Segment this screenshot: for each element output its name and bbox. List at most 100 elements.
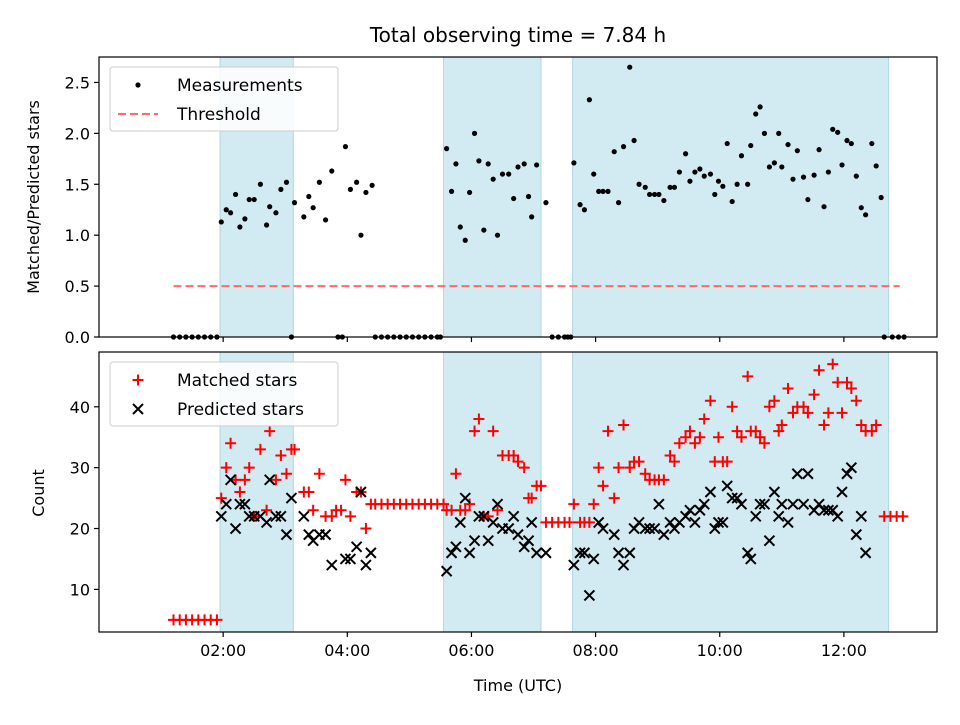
predicted-stars-point: [339, 553, 352, 565]
measurement-point: [697, 166, 703, 172]
matched-stars-point: [684, 425, 696, 437]
predicted-stars-point: [735, 498, 748, 510]
predicted-stars-point: [454, 516, 466, 529]
predicted-stars-point: [763, 534, 776, 547]
predicted-stars-point: [280, 528, 293, 541]
predicted-stars-point: [754, 498, 766, 510]
predicted-stars-point: [741, 547, 754, 559]
matched-stars-point: [535, 480, 547, 492]
measurement-point: [223, 207, 229, 213]
measurement-point: [543, 200, 549, 206]
matched-stars-point: [818, 419, 830, 431]
measurement-point: [264, 222, 270, 228]
matched-stars-point: [639, 468, 651, 480]
measurement-point: [853, 173, 859, 179]
matched-stars-point: [564, 516, 576, 528]
measurement-point: [651, 191, 658, 198]
predicted-stars-point: [624, 547, 636, 559]
measurement-point: [748, 142, 754, 149]
predicted-stars-point: [491, 498, 504, 510]
predicted-stars-point: [782, 516, 794, 529]
matched-stars-point: [307, 504, 319, 516]
measurement-point: [278, 186, 284, 192]
predicted-stars-point: [473, 510, 485, 523]
measurement-point: [596, 188, 602, 194]
measurement-point: [571, 160, 577, 166]
predicted-stars-point: [459, 492, 471, 504]
y-tick-label: 0.0: [65, 328, 90, 347]
predicted-stars-point: [836, 486, 848, 498]
measurement-point: [738, 153, 745, 159]
predicted-stars-point: [726, 492, 738, 504]
predicted-stars-point: [574, 547, 586, 559]
matched-stars-point: [768, 395, 780, 407]
matched-stars-point: [712, 431, 724, 443]
measurement-point: [453, 161, 459, 167]
measurement-point: [636, 181, 642, 187]
matched-stars-point: [808, 389, 820, 401]
predicted-stars-point: [360, 559, 372, 571]
matched-stars-point: [870, 419, 882, 431]
matched-stars-point: [492, 504, 504, 516]
matched-stars-point: [689, 437, 701, 449]
predicted-stars-point: [530, 547, 543, 559]
y-tick-label: 30: [70, 459, 90, 478]
matched-stars-point: [473, 413, 485, 425]
matched-stars-point: [215, 492, 227, 504]
predicted-stars-point: [487, 516, 499, 529]
predicted-stars-point: [344, 553, 357, 565]
measurement-point: [577, 202, 583, 208]
measurement-point: [776, 130, 782, 136]
measurement-point: [869, 140, 875, 147]
ratio-panel: 0.0 0.5 1.0 1.5 2.0 2.5 Measurements Threshold: [65, 56, 938, 347]
predicted-stars-point: [260, 516, 273, 529]
measurement-point: [605, 188, 611, 194]
predicted-stars-point: [568, 559, 580, 571]
predicted-stars-point: [578, 547, 591, 559]
matched-stars-point: [225, 437, 237, 449]
predicted-stars-point: [243, 510, 255, 523]
y-tick-label: 2.5: [65, 73, 90, 92]
matched-stars-point: [787, 407, 799, 419]
matched-stars-point: [264, 425, 276, 437]
matched-stars-point: [344, 510, 356, 522]
predicted-stars-point: [855, 510, 867, 523]
measurement-point: [878, 194, 884, 201]
measurement-point: [306, 193, 312, 200]
predicted-stars-point: [845, 461, 858, 474]
matched-stars-point: [464, 498, 476, 510]
predicted-stars-point: [731, 492, 743, 504]
predicted-stars-point: [597, 522, 609, 535]
measurement-point: [615, 200, 622, 206]
measurement-point: [794, 148, 800, 154]
legend: Measurements Threshold: [109, 66, 339, 132]
y-tick-label: 0.5: [65, 277, 90, 296]
predicted-stars-point: [583, 589, 596, 602]
predicted-stars-point: [326, 559, 338, 571]
measurement-point: [757, 104, 763, 110]
count-panel: 10 20 30 40 02:00 04:00 06:00 08:00 10:00 12:00 Ma…: [70, 351, 938, 660]
predicted-stars-point: [822, 504, 835, 516]
predicted-stars-point: [350, 541, 363, 553]
matched-stars-point: [243, 462, 255, 474]
measurement-point: [646, 191, 653, 198]
predicted-stars-point: [468, 534, 481, 547]
observing-window: [572, 351, 890, 633]
measurement-point: [761, 130, 768, 136]
predicted-stars-point: [704, 486, 717, 498]
measurement-point: [631, 137, 637, 144]
measurement-point: [873, 163, 879, 169]
matched-stars-point: [518, 462, 530, 474]
predicted-stars-point: [275, 510, 287, 523]
matched-stars-point: [602, 425, 614, 437]
predicted-stars-point: [679, 510, 692, 523]
y-tick-label: 20: [70, 520, 90, 539]
measurement-point: [805, 196, 811, 203]
predicted-stars-point: [797, 498, 810, 510]
x-tick-label: 06:00: [448, 641, 494, 660]
measurement-point: [785, 141, 791, 148]
measurement-point: [310, 205, 316, 211]
measurement-point: [858, 205, 864, 211]
predicted-stars-point: [463, 547, 476, 559]
matched-stars-point: [822, 407, 834, 419]
